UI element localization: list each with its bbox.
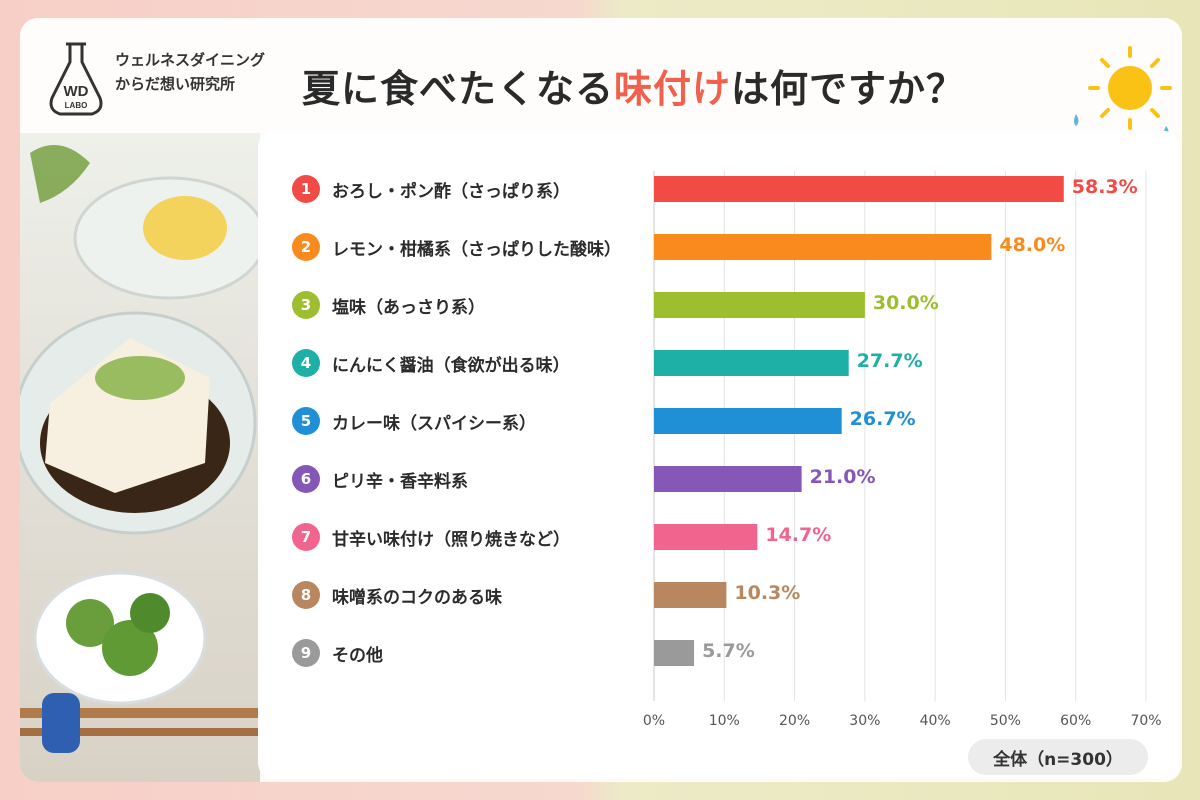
sample-size-note: 全体（n=300）	[968, 739, 1148, 775]
rank-badge: 3	[292, 291, 320, 319]
bar	[654, 408, 842, 434]
bar	[654, 292, 865, 318]
bar	[654, 234, 992, 260]
x-tick-label: 20%	[779, 713, 811, 729]
header: WD LABO ウェルネスダイニング からだ想い研究所 夏に食べたくなる味付けは…	[20, 18, 1182, 136]
brand-name: ウェルネスダイニング からだ想い研究所	[115, 48, 265, 96]
rank-badge: 1	[292, 175, 320, 203]
value-label: 26.7%	[849, 408, 916, 430]
bar	[654, 640, 695, 666]
value-label: 14.7%	[765, 524, 832, 546]
bar-chart	[653, 171, 1147, 701]
rank-badge: 7	[292, 523, 320, 551]
food-illustration	[20, 145, 260, 753]
rank-badge: 9	[292, 639, 320, 667]
brand-line-2: からだ想い研究所	[115, 75, 236, 93]
brand-line-1: ウェルネスダイニング	[115, 51, 266, 69]
x-tick-label: 70%	[1130, 713, 1162, 729]
x-tick-label: 60%	[1060, 713, 1092, 729]
category-label: ピリ辛・香辛料系	[332, 472, 468, 492]
sun-icon	[1074, 46, 1172, 136]
value-label: 30.0%	[872, 292, 939, 314]
value-label: 5.7%	[702, 640, 755, 662]
bar	[654, 176, 1064, 202]
food-photo	[20, 133, 260, 782]
title-part-2: は何ですか？	[731, 67, 966, 111]
infographic-card: WD LABO ウェルネスダイニング からだ想い研究所 夏に食べたくなる味付けは…	[20, 18, 1182, 782]
rank-badge: 4	[292, 349, 320, 377]
rank-badge: 2	[292, 233, 320, 261]
x-tick-label: 40%	[919, 713, 951, 729]
rank-badge: 8	[292, 581, 320, 609]
logo-bottom-text: LABO	[65, 101, 88, 110]
category-label: 塩味（あっさり系）	[332, 298, 485, 318]
chart-title: 夏に食べたくなる味付けは何ですか？	[302, 58, 965, 113]
x-tick-label: 10%	[708, 713, 740, 729]
bar	[654, 524, 758, 550]
title-highlight: 味付け	[614, 67, 732, 111]
x-tick-label: 0%	[642, 713, 666, 729]
bar	[654, 350, 849, 376]
bar	[654, 582, 727, 608]
category-label: にんにく醤油（食欲が出る味）	[332, 356, 570, 376]
title-part-1: 夏に食べたくなる	[302, 67, 615, 111]
bar	[654, 466, 802, 492]
chart-panel: 0% 10% 20% 30% 40% 50% 60% 70% 1 おろし・ポン酢（さっぱり系） 58…	[258, 131, 1180, 779]
category-label: 甘辛い味付け（照り焼きなど）	[332, 530, 570, 550]
value-label: 58.3%	[1071, 176, 1138, 198]
category-label: その他	[332, 646, 383, 666]
rank-badge: 6	[292, 465, 320, 493]
x-tick-label: 50%	[989, 713, 1021, 729]
logo-top-text: WD	[64, 83, 89, 100]
value-label: 48.0%	[999, 234, 1066, 256]
rank-badge: 5	[292, 407, 320, 435]
x-tick-label: 30%	[849, 713, 881, 729]
category-label: カレー味（スパイシー系）	[332, 414, 536, 434]
flask-logo-icon: WD LABO	[49, 42, 103, 116]
value-label: 21.0%	[809, 466, 876, 488]
value-label: 27.7%	[856, 350, 923, 372]
category-label: 味噌系のコクのある味	[332, 588, 502, 608]
category-label: レモン・柑橘系（さっぱりした酸味）	[332, 240, 621, 260]
category-label: おろし・ポン酢（さっぱり系）	[332, 182, 570, 202]
value-label: 10.3%	[734, 582, 801, 604]
